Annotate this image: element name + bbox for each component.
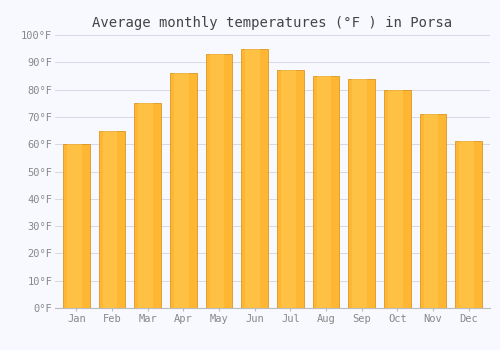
Bar — [420, 114, 446, 308]
FancyBboxPatch shape — [138, 103, 153, 308]
Bar — [455, 141, 482, 308]
Bar — [206, 54, 233, 308]
FancyBboxPatch shape — [352, 79, 367, 308]
FancyBboxPatch shape — [388, 90, 402, 308]
FancyBboxPatch shape — [174, 73, 188, 308]
Bar — [348, 79, 375, 308]
FancyBboxPatch shape — [67, 144, 82, 308]
Bar — [98, 131, 126, 308]
FancyBboxPatch shape — [246, 49, 260, 308]
Bar — [170, 73, 196, 308]
Bar — [384, 90, 410, 308]
FancyBboxPatch shape — [102, 131, 118, 308]
FancyBboxPatch shape — [210, 54, 224, 308]
FancyBboxPatch shape — [316, 76, 332, 308]
Bar — [134, 103, 161, 308]
FancyBboxPatch shape — [459, 141, 474, 308]
Bar — [312, 76, 340, 308]
FancyBboxPatch shape — [281, 70, 295, 308]
Title: Average monthly temperatures (°F ) in Porsa: Average monthly temperatures (°F ) in Po… — [92, 16, 452, 30]
Bar — [242, 49, 268, 308]
Bar — [277, 70, 303, 308]
FancyBboxPatch shape — [424, 114, 438, 308]
Bar — [63, 144, 90, 308]
